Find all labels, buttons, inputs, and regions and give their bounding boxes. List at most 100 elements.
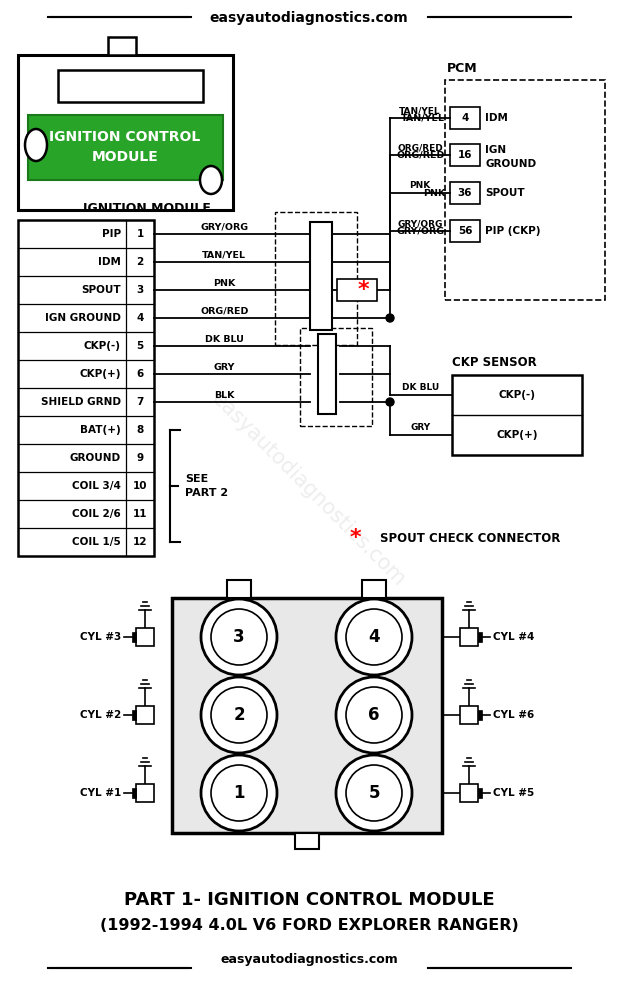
Bar [460,784,478,802]
Text: PNK: PNK [423,188,445,197]
Text: IGNITION CONTROL
MODULE: IGNITION CONTROL MODULE [49,131,201,163]
Text: 6: 6 [368,706,379,724]
Circle shape [346,687,402,743]
Bar [18,55,233,210]
Bar [18,220,154,556]
Bar [132,788,136,798]
Bar [450,107,480,129]
Ellipse shape [200,166,222,194]
Circle shape [346,609,402,665]
Text: PNK: PNK [409,181,431,190]
Bar [172,598,442,833]
Text: 1: 1 [233,784,245,802]
Bar [275,212,357,345]
Text: 3: 3 [137,285,143,295]
Ellipse shape [25,129,47,161]
Text: SHIELD GRND: SHIELD GRND [41,397,121,407]
Text: 2: 2 [137,257,143,267]
Circle shape [201,677,277,753]
Text: 4: 4 [137,313,144,323]
Text: SPOUT CHECK CONNECTOR: SPOUT CHECK CONNECTOR [380,532,561,544]
Bar [450,182,480,204]
Text: TAN/YEL: TAN/YEL [399,107,441,116]
Circle shape [201,599,277,675]
Text: CYL #3: CYL #3 [80,632,121,642]
Text: 4: 4 [461,113,468,123]
Bar [460,628,478,646]
Bar [28,115,223,180]
Bar [58,70,203,102]
Text: CYL #4: CYL #4 [493,632,535,642]
Text: ORG/RED: ORG/RED [397,144,443,152]
Text: COIL 3/4: COIL 3/4 [72,481,121,491]
Text: 8: 8 [137,425,143,435]
Text: GRY/ORG: GRY/ORG [397,227,445,236]
Bar [445,80,605,300]
Text: 6: 6 [137,369,143,379]
Text: SPOUT: SPOUT [485,188,525,198]
Text: 11: 11 [133,509,147,519]
Circle shape [211,609,267,665]
Text: ORG/RED: ORG/RED [397,150,445,159]
Text: COIL 2/6: COIL 2/6 [72,509,121,519]
Text: IDM: IDM [485,113,508,123]
Bar [450,220,480,242]
Text: BLK: BLK [214,390,234,400]
Text: 56: 56 [458,226,472,236]
Text: easyautodiagnostics.com: easyautodiagnostics.com [208,389,410,591]
Text: easyautodiagnostics.com: easyautodiagnostics.com [210,11,408,25]
Text: GRY: GRY [213,362,235,371]
Bar [132,632,136,642]
Text: 10: 10 [133,481,147,491]
Text: DK BLU: DK BLU [402,383,439,392]
Text: BAT(+): BAT(+) [80,425,121,435]
Text: 9: 9 [137,453,143,463]
Text: GRY/ORG: GRY/ORG [397,220,442,229]
Text: IGN: IGN [485,145,506,155]
Text: SPOUT: SPOUT [82,285,121,295]
Text: ORG/RED: ORG/RED [200,307,248,316]
Text: IDM: IDM [98,257,121,267]
Text: PART 1- IGNITION CONTROL MODULE: PART 1- IGNITION CONTROL MODULE [124,891,494,909]
Bar [136,706,154,724]
Text: SEE
PART 2: SEE PART 2 [185,474,228,498]
Bar [108,37,136,55]
Text: 2: 2 [233,706,245,724]
Bar [362,580,386,598]
Bar [452,375,582,455]
Circle shape [386,398,394,406]
Text: 3: 3 [233,628,245,646]
Circle shape [211,687,267,743]
Circle shape [346,765,402,821]
Text: PIP: PIP [102,229,121,239]
Text: GRY/ORG: GRY/ORG [200,223,248,232]
Text: PCM: PCM [447,61,478,74]
Circle shape [386,314,394,322]
Bar [136,784,154,802]
Circle shape [211,765,267,821]
Text: 36: 36 [458,188,472,198]
Text: TAN/YEL: TAN/YEL [401,114,445,123]
Bar [478,710,482,720]
Text: 5: 5 [137,341,143,351]
Text: (1992-1994 4.0L V6 FORD EXPLORER RANGER): (1992-1994 4.0L V6 FORD EXPLORER RANGER) [99,918,519,933]
Text: IGNITION MODULE: IGNITION MODULE [83,202,211,215]
Text: COIL 1/5: COIL 1/5 [72,537,121,547]
Text: CYL #5: CYL #5 [493,788,534,798]
Bar [295,833,319,849]
Bar [478,632,482,642]
Text: TAN/YEL: TAN/YEL [202,250,246,259]
Text: PNK: PNK [213,278,235,287]
Text: CKP(+): CKP(+) [80,369,121,379]
Text: IGN GROUND: IGN GROUND [45,313,121,323]
Text: CKP(+): CKP(+) [496,430,538,440]
Text: CYL #2: CYL #2 [80,710,121,720]
Text: CYL #6: CYL #6 [493,710,534,720]
Text: easyautodiagnostics.com: easyautodiagnostics.com [220,953,398,966]
Bar [318,334,336,414]
Text: GRY: GRY [411,424,431,433]
Text: PIP (CKP): PIP (CKP) [485,226,541,236]
Bar [460,706,478,724]
Bar [136,628,154,646]
Text: 4: 4 [368,628,380,646]
